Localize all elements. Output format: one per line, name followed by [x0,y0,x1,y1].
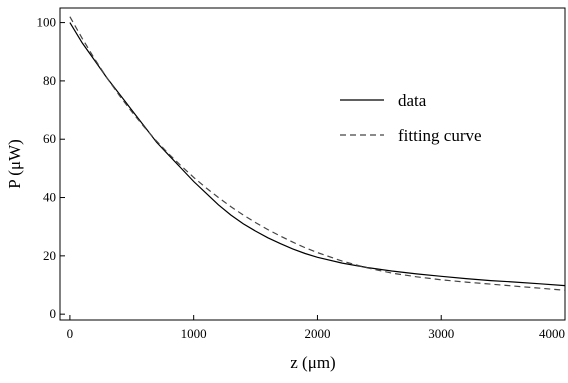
y-tick-label: 0 [50,306,57,321]
x-tick-label: 0 [67,326,74,341]
legend-label-data: data [398,91,427,110]
x-axis-label: z (μm) [290,353,335,372]
y-tick-label: 100 [37,15,57,30]
x-tick-label: 4000 [539,326,565,341]
axis-ticks: 0 1000 2000 3000 4000 0 20 40 60 80 100 [37,15,566,341]
plot-frame [59,7,566,321]
legend: data fitting curve [340,91,482,145]
legend-label-fitting-curve: fitting curve [398,126,482,145]
series-line-fitting-curve [69,16,566,291]
x-tick-label: 2000 [304,326,330,341]
data-series [69,16,566,291]
y-tick-label: 40 [43,190,56,205]
y-tick-label: 20 [43,248,56,263]
x-tick-label: 3000 [428,326,454,341]
series-line-data [69,22,566,287]
y-axis-label: P (μW) [5,139,24,189]
y-tick-label: 80 [43,73,56,88]
y-tick-label: 60 [43,131,56,146]
x-tick-label: 1000 [181,326,207,341]
